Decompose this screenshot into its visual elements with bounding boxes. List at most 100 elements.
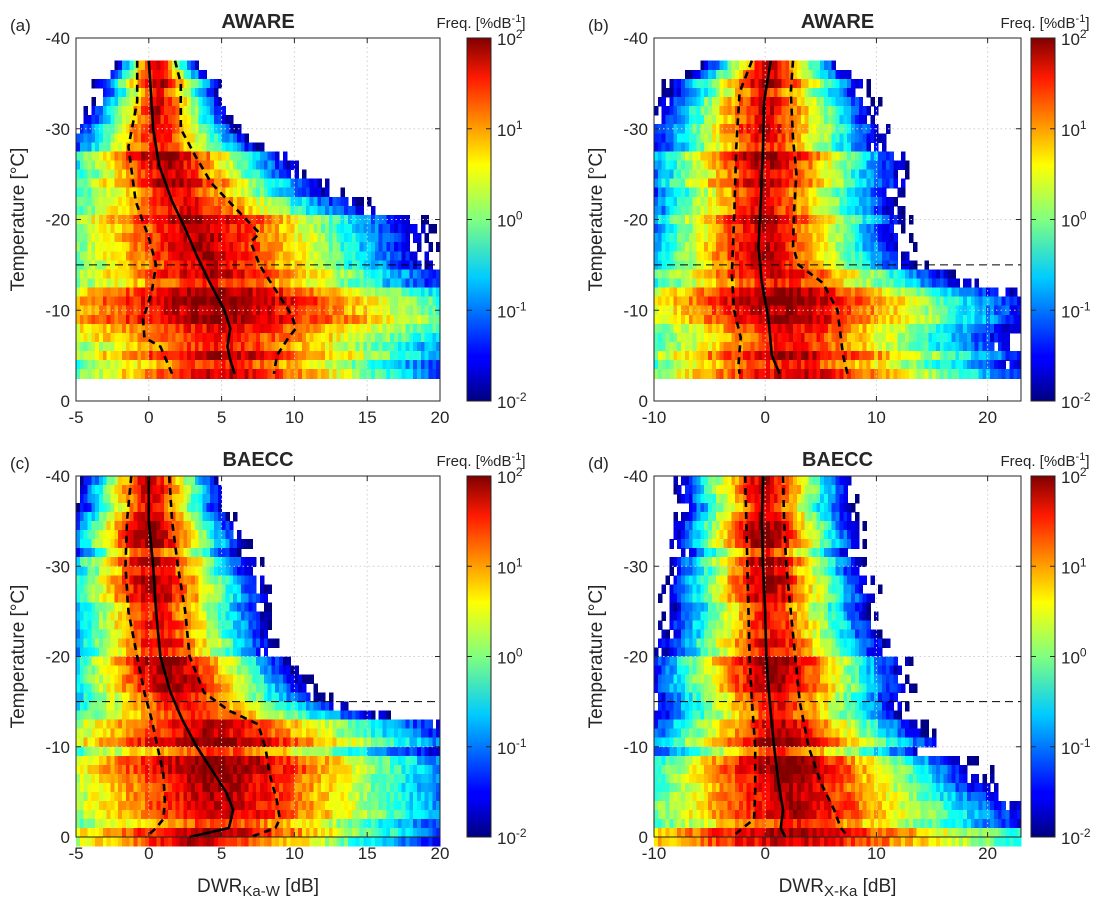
- heatmap-cell: [711, 233, 717, 243]
- heatmap-cell: [401, 351, 407, 361]
- heatmap-cell: [769, 369, 775, 379]
- heatmap-cell: [858, 142, 864, 153]
- heatmap-cell: [336, 360, 341, 370]
- heatmap-cell: [118, 369, 123, 379]
- heatmap-cell: [823, 278, 829, 289]
- heatmap-cell: [684, 342, 690, 352]
- heatmap-cell: [156, 69, 161, 80]
- heatmap-cell: [831, 278, 837, 289]
- heatmap-cell: [351, 214, 357, 225]
- heatmap-cell: [746, 78, 752, 89]
- heatmap-cell: [233, 242, 238, 252]
- heatmap-cell: [777, 124, 783, 134]
- heatmap-cell: [719, 151, 725, 162]
- heatmap-cell: [773, 351, 779, 361]
- heatmap-cell: [286, 269, 292, 280]
- heatmap-cell: [76, 151, 81, 162]
- heatmap-cell: [160, 87, 165, 98]
- heatmap-cell: [133, 87, 138, 98]
- heatmap-cell: [723, 224, 728, 234]
- heatmap-cell: [344, 233, 349, 243]
- heatmap-cell: [777, 260, 783, 271]
- heatmap-cell: [110, 178, 115, 189]
- heatmap-cell: [378, 296, 384, 307]
- heatmap-cell: [723, 178, 728, 189]
- heatmap-cell: [248, 224, 253, 234]
- heatmap-cell: [939, 360, 945, 370]
- heatmap-cell: [267, 196, 273, 207]
- heatmap-cell: [970, 287, 976, 298]
- heatmap-cell: [233, 151, 238, 162]
- colorbar-tick-base: 10: [497, 212, 516, 231]
- heatmap-cell: [711, 369, 717, 379]
- heatmap-cell: [144, 314, 150, 325]
- heatmap-cell: [83, 178, 89, 189]
- heatmap-cell: [190, 78, 196, 89]
- heatmap-cell: [336, 351, 341, 361]
- heatmap-cell: [244, 187, 250, 198]
- heatmap-cell: [854, 269, 860, 280]
- heatmap-cell: [156, 278, 161, 289]
- heatmap-cell: [129, 214, 135, 225]
- heatmap-cell: [866, 187, 871, 198]
- heatmap-cell: [700, 178, 705, 189]
- heatmap-cell: [102, 242, 108, 252]
- heatmap-cell: [874, 296, 879, 307]
- heatmap-cell: [424, 260, 430, 271]
- heatmap-cell: [106, 142, 112, 153]
- heatmap-cell: [742, 287, 748, 298]
- heatmap-cell: [282, 351, 288, 361]
- heatmap-cell: [351, 314, 357, 325]
- heatmap-cell: [171, 342, 177, 352]
- heatmap-cell: [897, 214, 902, 225]
- heatmap-cell: [661, 115, 667, 125]
- heatmap-cell: [669, 233, 674, 243]
- heatmap-cell: [229, 242, 234, 252]
- heatmap-cell: [839, 251, 844, 261]
- heatmap-cell: [321, 351, 326, 361]
- heatmap-cell: [870, 196, 875, 207]
- heatmap-cell: [835, 196, 841, 207]
- heatmap-cell: [858, 178, 864, 189]
- heatmap-cell: [302, 351, 307, 361]
- heatmap-cell: [847, 278, 852, 289]
- heatmap-cell: [198, 87, 204, 98]
- heatmap-cell: [831, 196, 837, 207]
- heatmap-cell: [851, 187, 856, 198]
- heatmap-cell: [866, 278, 871, 289]
- heatmap-cell: [202, 106, 207, 116]
- heatmap-cell: [669, 224, 674, 234]
- heatmap-cell: [1013, 323, 1018, 334]
- heatmap-cell: [901, 178, 906, 189]
- heatmap-cell: [654, 205, 659, 216]
- heatmap-cell: [137, 369, 142, 379]
- heatmap-cell: [800, 78, 806, 89]
- heatmap-cell: [700, 187, 705, 198]
- heatmap-cell: [344, 369, 349, 379]
- heatmap-cell: [847, 205, 852, 216]
- heatmap-cell: [870, 314, 875, 325]
- heatmap-cell: [789, 269, 794, 280]
- heatmap-cell: [893, 314, 898, 325]
- heatmap-cell: [340, 269, 345, 280]
- heatmap-cell: [738, 124, 744, 134]
- heatmap-cell: [974, 305, 980, 316]
- heatmap-cell: [213, 205, 219, 216]
- heatmap-cell: [202, 287, 207, 298]
- heatmap-cell: [137, 224, 142, 234]
- heatmap-cell: [359, 205, 364, 216]
- heatmap-cell: [997, 332, 1003, 343]
- heatmap-cell: [87, 187, 92, 198]
- heatmap-cell: [920, 342, 926, 352]
- heatmap-cell: [390, 251, 395, 261]
- heatmap-cell: [688, 269, 694, 280]
- heatmap-cell: [76, 342, 81, 352]
- heatmap-cell: [91, 369, 96, 379]
- heatmap-cell: [279, 224, 284, 234]
- heatmap-cell: [271, 224, 276, 234]
- heatmap-cell: [229, 296, 234, 307]
- heatmap-cell: [144, 332, 150, 343]
- heatmap-cell: [144, 178, 150, 189]
- heatmap-cell: [259, 151, 265, 162]
- heatmap-cell: [275, 151, 280, 162]
